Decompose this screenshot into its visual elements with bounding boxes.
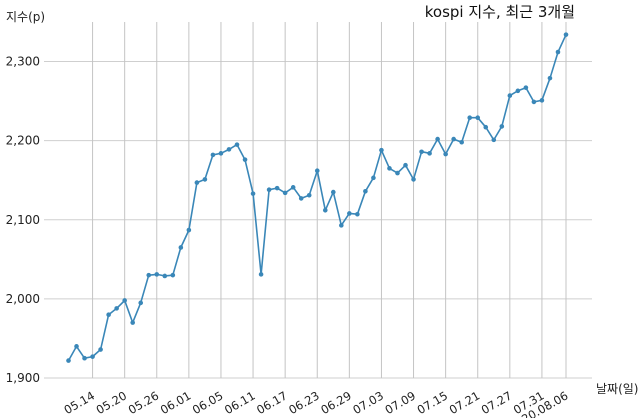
y-tick-label: 2,000 [6,292,40,306]
data-point [467,115,473,121]
data-point [98,347,103,352]
data-point [339,223,344,228]
data-point [314,168,320,174]
data-point [202,177,208,182]
data-point [170,272,176,278]
x-tick-label: 06.23 [286,388,322,417]
data-point [539,98,545,103]
data-point [130,320,135,325]
data-point [106,312,111,318]
data-point [234,142,240,147]
data-point [194,180,200,185]
data-point [355,211,360,217]
x-tick-label: 05.14 [62,388,98,417]
data-point [146,272,152,278]
y-tick-label: 1,900 [6,371,40,385]
x-axis-label: 날짜(일) [596,382,638,396]
x-tick-label: 06.29 [318,388,354,417]
data-point [178,245,184,250]
data-point [74,344,79,349]
data-point [547,75,553,81]
data-point [475,115,481,121]
data-point [419,149,424,155]
data-point [154,272,160,277]
x-tick-label: 05.26 [126,388,162,417]
data-point [507,93,513,98]
data-point [186,227,192,233]
data-point [411,177,416,182]
data-point [483,124,489,130]
data-point [282,190,288,196]
y-tick-label: 2,200 [6,134,40,148]
y-axis-label: 지수(p) [6,10,45,24]
data-point [515,88,521,94]
data-point [555,49,561,55]
data-point [162,273,168,279]
x-tick-label: 07.21 [447,388,483,417]
x-tick-labels: 05.1405.2005.2606.0106.0506.1106.1706.23… [62,388,571,418]
data-point [395,170,400,176]
y-tick-label: 2,300 [6,55,40,69]
gridlines [44,22,592,379]
data-point [90,354,95,359]
data-point [451,136,456,142]
x-tick-label: 07.09 [383,388,419,417]
data-point [258,272,264,277]
data-point [138,300,144,306]
data-point [459,139,464,145]
chart-title: kospi 지수, 최근 3개월 [425,3,575,21]
data-point [427,151,432,156]
x-tick-label: 05.20 [94,388,130,417]
data-point [306,192,312,198]
data-point [250,191,256,196]
data-point [347,211,352,216]
data-point [82,355,87,361]
series-kospi [66,32,569,363]
y-tick-labels: 1,900 2,000 2,100 2,200 2,300 [6,55,40,385]
data-point [114,306,119,311]
data-point [242,157,248,162]
data-point [435,136,440,142]
data-point [387,166,392,171]
y-tick-label: 2,100 [6,213,40,227]
data-point [371,175,376,181]
data-point [266,187,272,193]
data-point [403,162,408,168]
data-point [290,185,296,190]
x-tick-label: 06.05 [190,388,226,417]
data-point [491,137,497,143]
data-point [226,147,232,152]
x-tick-label: 07.03 [350,388,386,417]
data-point [122,298,127,303]
data-point [322,207,328,213]
x-tick-label: 07.27 [479,388,515,417]
x-tick-label: 06.11 [222,388,258,417]
x-tick-label: 07.15 [415,388,451,417]
data-point [330,189,336,195]
data-point [499,124,505,129]
data-point [379,147,384,153]
data-point [531,99,537,105]
data-point [218,151,224,156]
data-point [210,152,216,158]
data-point [363,188,368,194]
data-point [563,32,569,37]
data-point [443,151,448,157]
data-point [523,85,529,90]
data-point [66,358,71,363]
x-tick-label: 06.01 [158,388,194,417]
data-point [274,185,280,191]
data-point [298,196,304,201]
x-tick-label: 06.17 [254,388,290,417]
